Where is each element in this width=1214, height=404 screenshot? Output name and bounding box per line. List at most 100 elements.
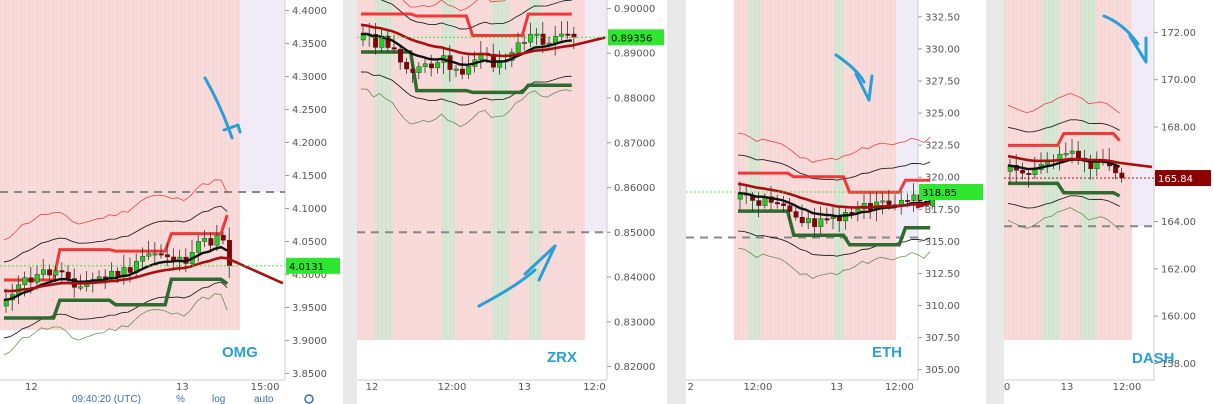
green-zone (834, 0, 844, 340)
upper-band-line (1007, 119, 1120, 133)
candle (830, 216, 836, 219)
y-tick-label: 4.2500 (292, 105, 327, 116)
trend-arrow-head (222, 123, 242, 134)
price-axis[interactable] (607, 0, 667, 404)
trend-arrow-annotation (203, 76, 234, 140)
lower-band-line (360, 71, 572, 106)
candle (53, 270, 59, 276)
candle (373, 34, 379, 48)
candle (880, 200, 886, 203)
gear-icon[interactable] (304, 394, 314, 404)
x-tick-label: 12 (366, 382, 379, 393)
price-axis[interactable] (285, 0, 343, 404)
upper-band-line (737, 154, 931, 181)
candle (1032, 169, 1038, 175)
candle (905, 199, 911, 202)
x-tick-label: 12:0 (583, 382, 605, 393)
x-tick-label: 12 (25, 382, 38, 393)
candle (28, 277, 34, 283)
y-tick-label: 160.00 (1161, 312, 1196, 323)
candle (96, 276, 102, 280)
candle (559, 33, 565, 37)
y-tick-label: 4.0000 (292, 270, 327, 281)
candle (1094, 161, 1100, 170)
x-tick-label: 13 (830, 382, 843, 393)
y-tick-label: 4.3000 (292, 72, 327, 83)
y-tick-label: 4.0500 (292, 237, 327, 248)
long-moving-average-line (1007, 154, 1153, 169)
green-zone (1080, 0, 1096, 340)
trend-arrow-annotation (834, 53, 866, 84)
x-tick-label: 12:00 (438, 382, 467, 393)
price-axis[interactable] (1154, 0, 1214, 404)
y-tick-label: 162.00 (1161, 264, 1196, 275)
x-tick-label: 2 (687, 382, 693, 393)
indicator-line (3, 293, 228, 356)
chart-panel-eth[interactable]: 332.50 330.00 327.50 325.00 322.50 320.00 317.… (686, 0, 986, 404)
footer-time-button[interactable]: 09:40:20 (UTC) (72, 394, 141, 404)
support-step-line (1008, 181, 1121, 198)
candle (398, 48, 403, 63)
y-tick-label: 4.1000 (292, 204, 327, 215)
footer-percent-button[interactable]: % (176, 394, 185, 404)
candle (534, 33, 540, 36)
green-zone (442, 0, 455, 340)
projection-zone (240, 0, 285, 192)
candle (886, 200, 892, 205)
y-tick-label: 310.00 (925, 301, 960, 312)
green-zone (375, 0, 392, 340)
chart-panel-zrx[interactable]: 0.90000 0.89000 0.88000 0.87000 0.86000 0.850… (357, 0, 667, 404)
candle (41, 269, 46, 275)
candle (453, 68, 459, 71)
chart-svg: 172.00170.00168.00166.00164.00162.00160.… (1004, 0, 1214, 404)
candle (22, 277, 28, 285)
candle (459, 68, 465, 75)
trend-arrow-head (523, 244, 557, 282)
green-zone (492, 0, 509, 340)
candle (158, 253, 164, 256)
chart-panel-dash[interactable]: 172.00170.00168.00166.00164.00162.00160.… (1004, 0, 1214, 404)
long-moving-average-line (3, 256, 284, 293)
footer-auto-button[interactable]: auto (254, 394, 274, 404)
x-tick-label: 12:00 (885, 382, 914, 393)
candle (410, 68, 416, 73)
candle (78, 286, 84, 289)
y-tick-label: 320.00 (925, 173, 960, 184)
y-tick-label: 3.9500 (292, 303, 327, 314)
y-tick-label: 0.82000 (614, 362, 655, 373)
y-tick-label: 315.00 (925, 237, 960, 248)
indicator-line (3, 179, 228, 241)
trend-arrow-head (1128, 34, 1148, 64)
upper-band-line (380, 0, 572, 30)
last-price-tag (608, 29, 664, 46)
y-tick-label: 312.50 (925, 269, 960, 280)
candle (391, 47, 397, 50)
candle (1020, 170, 1026, 174)
candle (812, 218, 818, 227)
ticker-label: OMG (222, 344, 258, 361)
candle (152, 253, 158, 256)
candle (1026, 173, 1032, 175)
projection-zone (585, 0, 607, 233)
candle (59, 270, 65, 273)
x-tick-label: 13 (176, 382, 189, 393)
indicator-line (737, 247, 931, 279)
ticker-label: DASH (1132, 350, 1175, 367)
y-tick-label: 172.00 (1161, 28, 1196, 39)
candle (416, 66, 422, 73)
lower-band-line (1007, 195, 1120, 209)
y-tick-label: 0.85000 (614, 228, 655, 239)
chart-panel-omg[interactable]: 4.4000 4.3500 4.3000 4.2500 4.2000 4.1500 4.10… (0, 0, 343, 404)
support-step-line (4, 277, 229, 320)
last-price-tag (919, 184, 983, 200)
long-moving-average-line (737, 182, 931, 209)
footer-log-button[interactable]: log (212, 394, 225, 404)
y-tick-label: 0.84000 (614, 273, 655, 284)
last-price-label: 165.84 (1158, 174, 1193, 185)
y-tick-label: 0.89000 (614, 49, 655, 60)
candle (422, 63, 428, 67)
chart-svg: 332.50 330.00 327.50 325.00 322.50 320.00 317.… (686, 0, 986, 404)
y-tick-label: 317.50 (925, 205, 960, 216)
last-price-label: 4.0131 (289, 262, 324, 273)
trend-arrow-head (854, 72, 874, 102)
